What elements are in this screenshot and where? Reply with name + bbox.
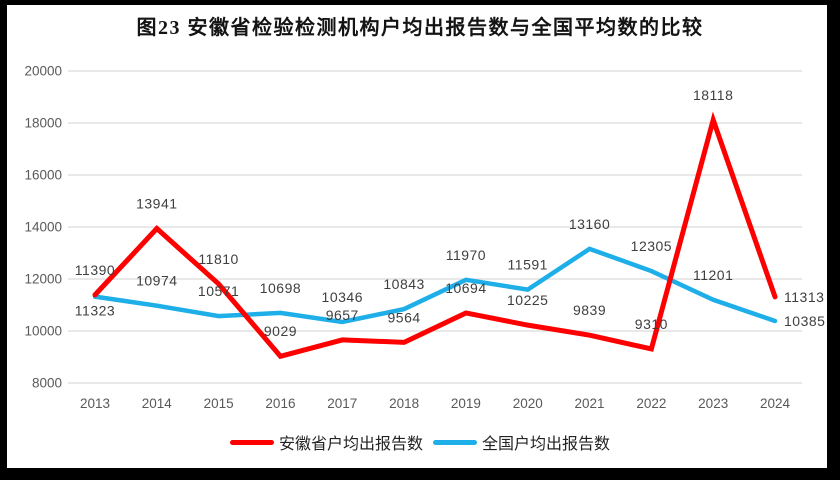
x-axis-label: 2019: [451, 396, 481, 411]
data-label: 9029: [264, 323, 297, 339]
data-label: 10698: [260, 280, 301, 296]
data-label: 13941: [136, 196, 177, 212]
legend-label-national: 全国户均出报告数: [482, 436, 611, 453]
data-label: 11201: [693, 267, 733, 283]
x-axis-label: 2016: [265, 396, 295, 411]
data-label: 12305: [631, 238, 672, 254]
data-label: 9839: [573, 302, 606, 318]
x-axis-label: 2015: [204, 396, 234, 411]
x-axis-label: 2017: [327, 396, 357, 411]
svg-text:14000: 14000: [24, 220, 62, 235]
data-label: 10571: [198, 283, 239, 299]
x-axis-label: 2022: [636, 396, 666, 411]
data-label: 10225: [507, 292, 548, 308]
svg-text:10000: 10000: [24, 324, 62, 339]
data-label: 11313: [784, 289, 824, 305]
data-label: 10694: [445, 280, 486, 296]
data-label: 9310: [635, 316, 668, 332]
legend-item-national[interactable]: 全国户均出报告数: [433, 430, 610, 454]
frame-border-right: [827, 0, 840, 480]
x-axis-label: 2023: [698, 396, 728, 411]
x-axis-label: 2024: [760, 396, 791, 411]
data-label: 10974: [136, 273, 177, 289]
x-axis-label: 2014: [142, 396, 173, 411]
svg-text:16000: 16000: [24, 168, 62, 183]
svg-text:12000: 12000: [24, 272, 62, 287]
data-label: 11591: [508, 257, 548, 273]
svg-text:8000: 8000: [32, 376, 62, 391]
data-label: 10843: [383, 276, 424, 292]
x-axis-label: 2018: [389, 396, 419, 411]
svg-text:20000: 20000: [24, 64, 62, 79]
data-label: 11323: [75, 303, 115, 319]
data-label: 13160: [569, 216, 610, 232]
national-series-line-swatch: [433, 439, 477, 445]
x-axis-label: 2021: [575, 396, 605, 411]
data-label: 9657: [326, 307, 359, 323]
data-label: 10346: [322, 289, 363, 305]
data-label: 10385: [784, 313, 825, 329]
data-label: 11970: [446, 247, 486, 263]
x-axis-label: 2020: [513, 396, 543, 411]
anhui-series-line-swatch: [229, 439, 274, 445]
frame-border-left: [0, 0, 7, 480]
data-label: 18118: [693, 87, 733, 103]
x-axis-label: 2013: [80, 396, 110, 411]
chart-legend: 安徽省户均出报告数 全国户均出报告数: [0, 430, 840, 454]
frame-border-top: [0, 0, 840, 5]
svg-text:18000: 18000: [24, 116, 62, 131]
chart-title: 图23 安徽省检验检测机构户均出报告数与全国平均数的比较: [136, 17, 704, 39]
data-label: 9564: [388, 309, 421, 325]
data-label: 11810: [198, 251, 238, 267]
frame-border-bottom: [0, 468, 840, 480]
data-label: 11390: [75, 262, 115, 278]
legend-label-anhui: 安徽省户均出报告数: [278, 436, 423, 453]
legend-item-anhui[interactable]: 安徽省户均出报告数: [229, 430, 423, 454]
